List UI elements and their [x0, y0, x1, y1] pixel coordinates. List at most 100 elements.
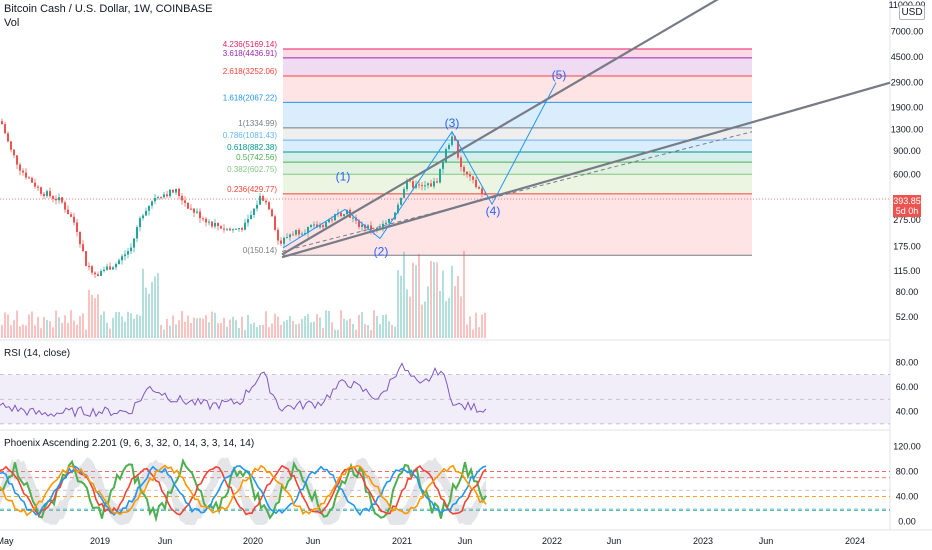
volume-bar	[277, 316, 279, 338]
volume-bar	[139, 315, 141, 338]
price-tick-label: 600.00	[893, 169, 921, 179]
candle-body	[472, 176, 474, 180]
price-tick-label: 2900.00	[891, 78, 924, 88]
candle-body	[244, 222, 246, 230]
rsi-tick-label: 80.00	[896, 357, 919, 367]
candle-body	[229, 228, 231, 231]
candle-body	[358, 220, 360, 227]
candle-body	[151, 201, 153, 206]
volume-bar	[148, 293, 150, 338]
volume-bar	[457, 275, 459, 338]
volume-bar	[385, 314, 387, 338]
fib-zone	[283, 140, 752, 153]
phoenix-tick-label: 80.00	[896, 466, 919, 476]
volume-bar	[427, 286, 429, 338]
candle-body	[172, 189, 174, 193]
volume-bar	[193, 317, 195, 338]
candle-body	[334, 214, 336, 221]
volume-bar	[121, 316, 123, 338]
volume-bar	[22, 324, 24, 338]
candle-body	[118, 260, 120, 265]
candle-body	[433, 181, 435, 187]
candle-body	[391, 218, 393, 220]
volume-bar	[208, 322, 210, 338]
price-tick-label: 1900.00	[891, 102, 924, 112]
volume-bar	[301, 319, 303, 338]
candle-body	[154, 197, 156, 202]
candle-body	[178, 188, 180, 196]
time-tick-label: Jun	[759, 536, 774, 546]
candle-body	[214, 222, 216, 227]
volume-bar	[304, 315, 306, 338]
candle-body	[238, 228, 240, 230]
fib-level-label: 0(150.14)	[243, 246, 278, 255]
volume-bar	[67, 322, 69, 338]
volume-bar	[280, 324, 282, 338]
candle-body	[265, 200, 267, 203]
volume-bar	[232, 316, 234, 338]
candle-body	[379, 227, 381, 229]
candle-body	[445, 149, 447, 162]
candle-body	[82, 244, 84, 252]
volume-bar	[409, 296, 411, 338]
dashed-trendline	[281, 131, 753, 252]
currency-button[interactable]: USD	[899, 5, 925, 20]
candle-body	[352, 217, 354, 219]
candle-body	[271, 209, 273, 217]
candle-body	[115, 264, 117, 268]
volume-bar	[76, 324, 78, 338]
fib-level-label: 3.618(4436.91)	[223, 49, 278, 58]
candle-body	[343, 214, 345, 217]
volume-bar	[268, 327, 270, 338]
volume-bar	[199, 317, 201, 338]
time-tick-label: Jun	[306, 536, 321, 546]
candle-body	[292, 234, 294, 236]
volume-bar	[259, 325, 261, 338]
volume-bar	[379, 324, 381, 338]
candle-body	[37, 186, 39, 188]
candle-body	[424, 185, 426, 187]
volume-bar	[331, 322, 333, 338]
volume-bar	[403, 251, 405, 338]
volume-bar	[361, 312, 363, 338]
last-price-tag: 393.85 5d 0h	[893, 195, 921, 217]
candle-body	[136, 227, 138, 239]
candle-body	[232, 229, 234, 231]
phoenix-tick-label: 40.00	[896, 492, 919, 502]
candle-body	[448, 144, 450, 150]
candle-body	[22, 170, 24, 173]
volume-bar	[448, 297, 450, 338]
volume-bar	[445, 301, 447, 338]
volume-bar	[442, 270, 444, 338]
time-tick-label: 2023	[693, 536, 713, 546]
candle-body	[322, 225, 324, 228]
volume-bar	[292, 320, 294, 338]
volume-bar	[400, 275, 402, 338]
candle-body	[73, 216, 75, 223]
candle-body	[28, 177, 30, 179]
fib-zone	[283, 49, 752, 58]
candle-body	[163, 194, 165, 198]
candle-body	[193, 208, 195, 213]
volume-bar	[214, 312, 216, 338]
candle-body	[331, 219, 333, 221]
volume-bar	[253, 322, 255, 338]
volume-bar	[283, 321, 285, 338]
volume-bar	[172, 315, 174, 338]
candle-body	[412, 181, 414, 188]
volume-bar	[106, 322, 108, 338]
rsi-band	[0, 374, 890, 424]
price-tick-label: 175.00	[893, 241, 921, 251]
volume-bar	[394, 326, 396, 338]
wave-label: (4)	[486, 204, 501, 218]
candle-body	[256, 204, 258, 209]
volume-bar	[343, 318, 345, 338]
upper-trendline	[281, 0, 719, 256]
volume-bar	[88, 289, 90, 338]
candle-body	[16, 155, 18, 165]
volume-bar	[25, 325, 27, 338]
last-price-value: 393.85	[893, 196, 921, 206]
rsi-tick-label: 40.00	[896, 407, 919, 417]
candle-body	[25, 172, 27, 178]
